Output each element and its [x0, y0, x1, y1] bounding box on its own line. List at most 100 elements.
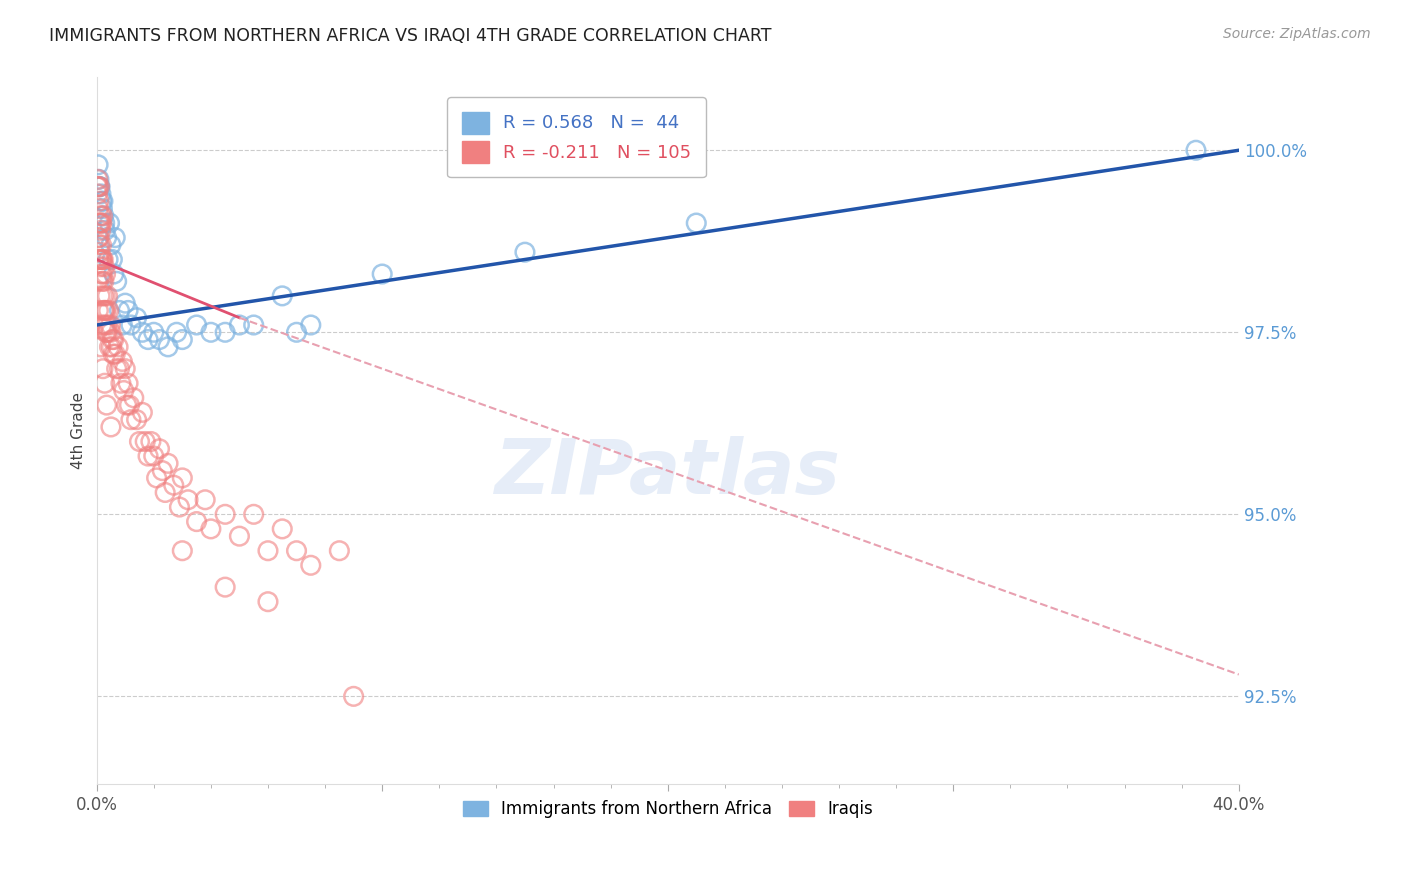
Point [131, 326, 153, 340]
Point [94, 223, 117, 237]
Point [214, 326, 236, 340]
Point [114, 361, 136, 376]
Point [96, 289, 118, 303]
Point [371, 267, 394, 281]
Point [87, 252, 110, 267]
Point [91, 194, 114, 209]
Point [91, 274, 114, 288]
Point [91, 361, 114, 376]
Point [100, 326, 122, 340]
Point [214, 580, 236, 594]
Point [91, 252, 114, 267]
Point [148, 333, 170, 347]
Point [104, 347, 127, 361]
Point [93, 376, 115, 391]
Point [89, 179, 111, 194]
Point [87, 230, 110, 244]
Point [93, 303, 115, 318]
Point [148, 442, 170, 456]
Point [89, 230, 111, 244]
Point [134, 434, 156, 449]
Point [89, 245, 111, 260]
Point [90, 186, 112, 201]
Point [93, 318, 115, 332]
Point [93, 260, 115, 274]
Point [89, 179, 111, 194]
Point [172, 543, 194, 558]
Point [142, 326, 165, 340]
Point [328, 543, 350, 558]
Point [114, 296, 136, 310]
Point [111, 354, 134, 368]
Point [89, 252, 111, 267]
Point [131, 405, 153, 419]
Point [200, 522, 222, 536]
Point [90, 267, 112, 281]
Point [136, 449, 159, 463]
Point [111, 318, 134, 332]
Point [271, 522, 294, 536]
Point [285, 326, 308, 340]
Point [125, 310, 148, 325]
Point [94, 303, 117, 318]
Point [91, 252, 114, 267]
Point [200, 326, 222, 340]
Point [100, 340, 122, 354]
Point [86, 186, 108, 201]
Point [87, 194, 110, 209]
Point [103, 347, 125, 361]
Point [157, 340, 180, 354]
Point [685, 216, 707, 230]
Point [101, 333, 124, 347]
Y-axis label: 4th Grade: 4th Grade [72, 392, 86, 469]
Point [90, 216, 112, 230]
Point [97, 303, 120, 318]
Point [104, 230, 127, 244]
Point [90, 318, 112, 332]
Point [120, 318, 142, 332]
Point [89, 289, 111, 303]
Point [96, 230, 118, 244]
Point [105, 361, 128, 376]
Point [125, 412, 148, 426]
Legend: Immigrants from Northern Africa, Iraqis: Immigrants from Northern Africa, Iraqis [456, 794, 879, 825]
Point [96, 318, 118, 332]
Point [87, 172, 110, 186]
Point [299, 558, 322, 573]
Point [90, 223, 112, 237]
Point [1185, 143, 1208, 157]
Point [150, 464, 173, 478]
Point [136, 333, 159, 347]
Point [94, 267, 117, 281]
Point [107, 340, 129, 354]
Text: Source: ZipAtlas.com: Source: ZipAtlas.com [1223, 27, 1371, 41]
Point [172, 333, 194, 347]
Point [103, 267, 125, 281]
Point [87, 179, 110, 194]
Point [90, 194, 112, 209]
Point [94, 303, 117, 318]
Point [89, 216, 111, 230]
Point [91, 209, 114, 223]
Point [110, 376, 132, 391]
Point [115, 398, 138, 412]
Point [96, 398, 118, 412]
Point [98, 216, 121, 230]
Point [214, 508, 236, 522]
Point [157, 456, 180, 470]
Point [100, 420, 122, 434]
Point [285, 543, 308, 558]
Point [86, 179, 108, 194]
Point [128, 434, 150, 449]
Point [91, 289, 114, 303]
Point [89, 209, 111, 223]
Point [90, 238, 112, 252]
Point [118, 398, 141, 412]
Point [97, 326, 120, 340]
Text: ZIPatlas: ZIPatlas [495, 436, 841, 510]
Point [90, 216, 112, 230]
Point [513, 245, 536, 260]
Point [166, 326, 188, 340]
Point [177, 492, 200, 507]
Point [94, 289, 117, 303]
